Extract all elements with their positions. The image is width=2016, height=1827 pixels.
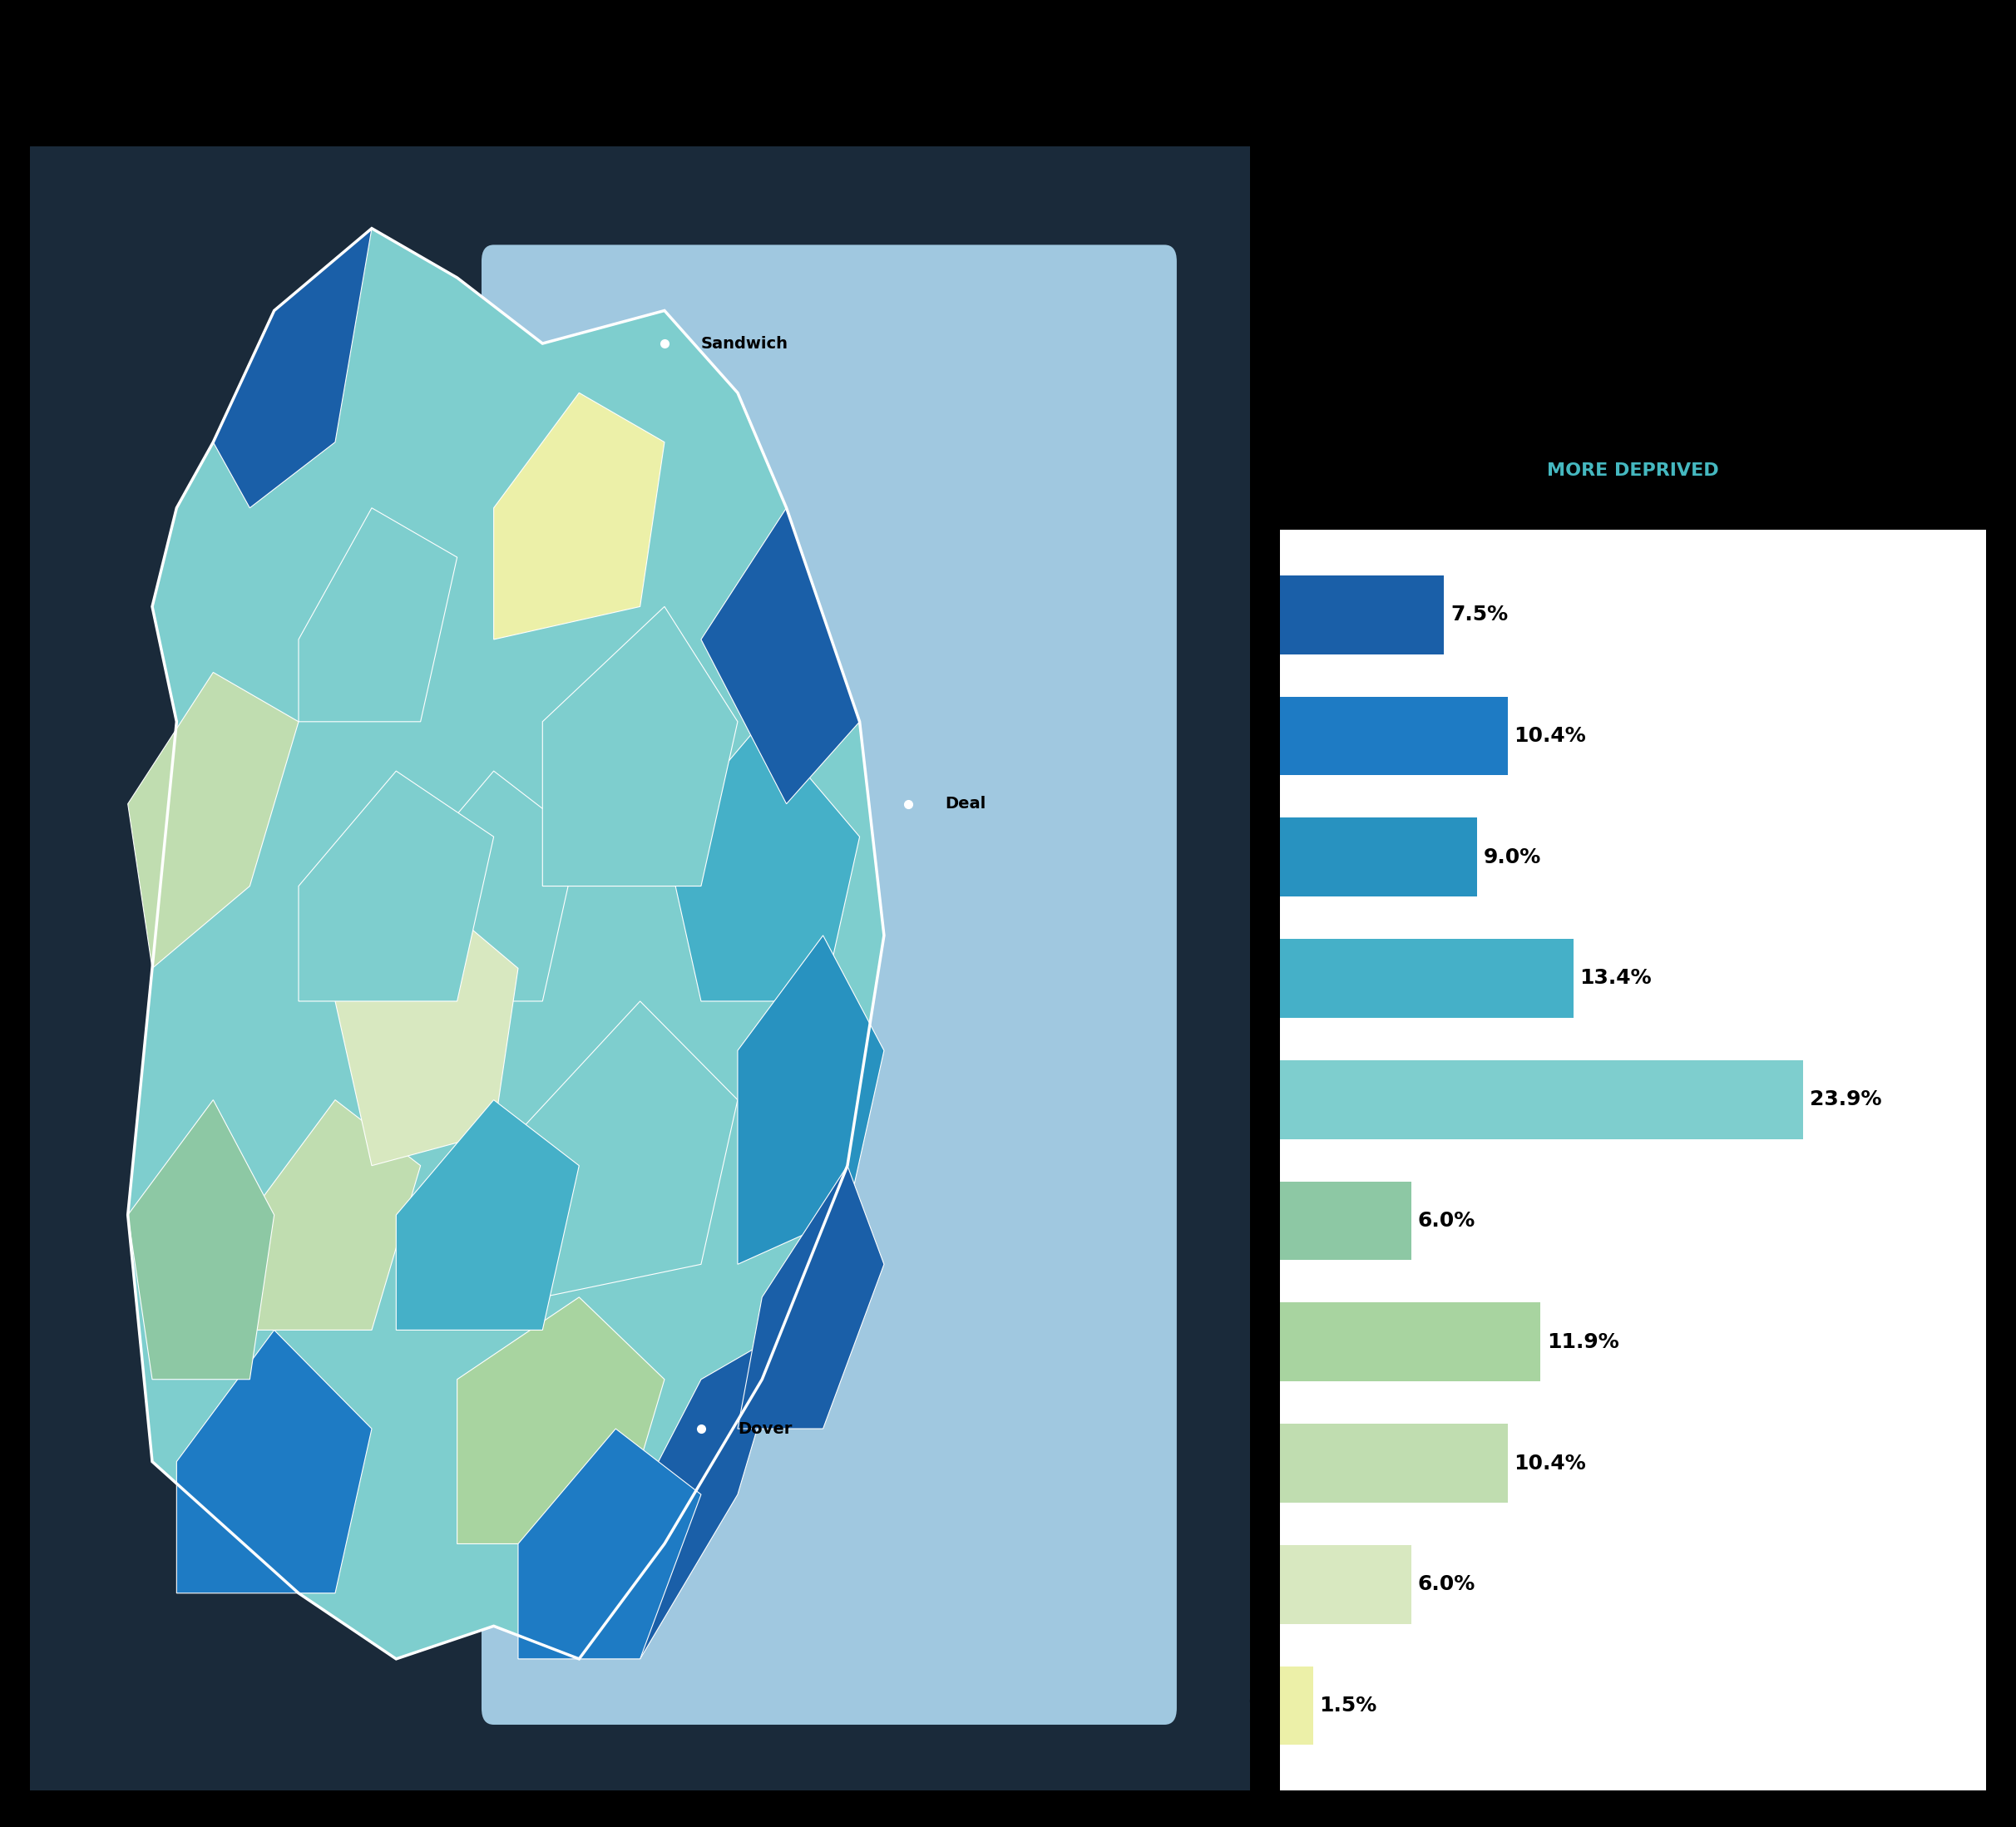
- Polygon shape: [702, 508, 859, 804]
- Polygon shape: [177, 1330, 371, 1593]
- Text: Percentage of LSOAs in
each national deprivation
decile: Percentage of LSOAs in each national dep…: [1482, 227, 1784, 292]
- Polygon shape: [665, 722, 859, 1001]
- Polygon shape: [214, 228, 371, 508]
- Text: Deal: Deal: [946, 797, 986, 811]
- Text: Sandwich: Sandwich: [702, 336, 788, 351]
- Bar: [1280, 1423, 1508, 1502]
- Bar: [1280, 939, 1572, 1018]
- Text: MORE DEPRIVED: MORE DEPRIVED: [1546, 462, 1720, 479]
- Text: 10.4%: 10.4%: [1514, 725, 1587, 745]
- Polygon shape: [738, 935, 883, 1264]
- Bar: [1280, 1546, 1411, 1624]
- FancyBboxPatch shape: [482, 245, 1177, 1725]
- Text: Indices of Deprivation 2019:: Indices of Deprivation 2019:: [768, 27, 1248, 57]
- Polygon shape: [542, 607, 738, 886]
- Bar: [1280, 1182, 1411, 1261]
- Polygon shape: [518, 1001, 738, 1297]
- Text: Dover: Dover: [738, 1421, 792, 1436]
- Text: 1.5%: 1.5%: [1320, 1695, 1377, 1716]
- Bar: [1280, 1666, 1312, 1745]
- Text: 6.0%: 6.0%: [1417, 1575, 1476, 1595]
- Text: 11.9%: 11.9%: [1546, 1332, 1619, 1352]
- Bar: [1280, 696, 1508, 775]
- Polygon shape: [518, 1429, 702, 1659]
- Text: 6.0%: 6.0%: [1417, 1211, 1476, 1231]
- Bar: [1280, 818, 1478, 897]
- Polygon shape: [127, 1100, 274, 1379]
- Polygon shape: [395, 1100, 579, 1330]
- Text: 23.9%: 23.9%: [1810, 1089, 1881, 1109]
- Text: 7.5%: 7.5%: [1452, 605, 1508, 625]
- Polygon shape: [738, 1166, 883, 1429]
- Polygon shape: [298, 771, 494, 1001]
- Polygon shape: [298, 508, 458, 722]
- Text: 9.0%: 9.0%: [1484, 848, 1540, 868]
- Polygon shape: [127, 672, 298, 968]
- Text: 10.4%: 10.4%: [1514, 1452, 1587, 1473]
- Text: Index of Multiple Deprivation for Dover District LSOAs: Index of Multiple Deprivation for Dover …: [548, 84, 1468, 111]
- Polygon shape: [494, 393, 665, 639]
- Polygon shape: [250, 1100, 421, 1330]
- Text: 13.4%: 13.4%: [1581, 968, 1651, 988]
- Polygon shape: [127, 228, 883, 1659]
- Bar: [1280, 1303, 1540, 1381]
- Text: (1 = most deprived,
10 = least deprived): (1 = most deprived, 10 = least deprived): [1532, 387, 1734, 431]
- Bar: [1280, 576, 1443, 654]
- Bar: [1280, 1060, 1802, 1138]
- Polygon shape: [335, 886, 518, 1166]
- Polygon shape: [395, 771, 579, 1001]
- Polygon shape: [615, 1330, 786, 1659]
- Polygon shape: [458, 1297, 665, 1544]
